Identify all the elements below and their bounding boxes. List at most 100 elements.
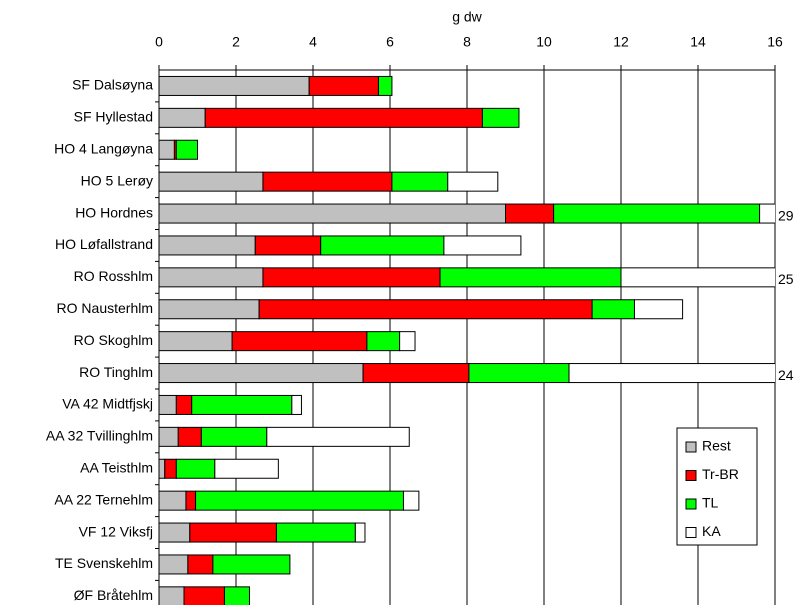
bar-segment (377, 75, 393, 96)
bar-segment (159, 458, 166, 479)
bar-segment (159, 267, 264, 288)
bar-segment (183, 586, 225, 605)
bar-segment (275, 522, 356, 543)
legend-swatch (685, 441, 697, 453)
bar-segment (159, 586, 185, 605)
bar-segment (620, 267, 775, 288)
legend-label: KA (702, 523, 721, 539)
y-tick-label: HO 4 Langøyna (54, 140, 153, 156)
x-axis-label: g dw (452, 9, 482, 25)
bar-segment (402, 490, 420, 511)
bar-segment (159, 235, 256, 256)
bar-segment (159, 203, 506, 224)
legend-swatch (685, 470, 697, 481)
y-tick-label: HO Hordnes (75, 204, 153, 220)
bar-segment (481, 107, 520, 128)
bar-segment (262, 171, 393, 192)
legend-swatch (685, 498, 697, 510)
x-tick-label: 12 (613, 34, 629, 50)
bar-segment (258, 299, 593, 320)
bar-segment (159, 426, 179, 447)
bar-segment (159, 139, 175, 160)
bar-segment (159, 331, 233, 352)
bar-segment (185, 490, 197, 511)
bar-segment (175, 394, 193, 415)
x-tick-label: 2 (232, 34, 240, 50)
bar-segment (159, 522, 191, 543)
bar-segment (159, 554, 189, 575)
bar-segment (366, 331, 401, 352)
bar-segment (159, 490, 187, 511)
bar-segment (159, 171, 264, 192)
x-tick-label: 14 (690, 34, 706, 50)
x-tick-label: 0 (155, 34, 163, 50)
total-label: 25 (778, 271, 794, 287)
y-tick-label: TE Svenskehlm (55, 555, 153, 571)
bar-segment (223, 586, 250, 605)
bar-segment (200, 426, 268, 447)
bar-segment (159, 299, 260, 320)
y-tick-label: RO Skoghlm (74, 332, 153, 348)
legend: Rest Tr-BR TL KA (676, 427, 758, 546)
y-tick-label: AA 22 Ternehlm (54, 491, 153, 507)
bar-segment (177, 426, 202, 447)
bar-segment (399, 331, 416, 352)
x-tick-label: 4 (309, 34, 317, 50)
legend-label: TL (702, 495, 719, 511)
bar-segment (195, 490, 404, 511)
legend-label: Tr-BR (702, 466, 739, 482)
y-tick-label: HO Løfallstrand (55, 236, 153, 252)
bar-segment (439, 267, 622, 288)
bar-segment (231, 331, 368, 352)
y-tick-label: RO Rosshlm (74, 268, 153, 284)
bar-segment (553, 203, 761, 224)
bar-segment (262, 267, 441, 288)
bar-segment (189, 522, 277, 543)
bar-segment (159, 75, 310, 96)
bar-segment (362, 363, 470, 384)
y-tick-label: HO 5 Lerøy (81, 172, 153, 188)
total-label: 29 (778, 207, 794, 223)
bar-segment (391, 171, 449, 192)
y-tick-label: SF Dalsøyna (72, 77, 153, 93)
legend-swatch (685, 527, 697, 538)
bar-segment (468, 363, 570, 384)
y-tick-label: VF 12 Viksfj (79, 523, 153, 539)
bar-segment (759, 203, 775, 224)
y-tick-label: VA 42 Midtfjskj (62, 396, 153, 412)
bar-segment (354, 522, 366, 543)
y-tick-label: RO Nausterhlm (57, 300, 153, 316)
bar-segment (164, 458, 177, 479)
bar-segment (320, 235, 445, 256)
bar-segment (212, 554, 291, 575)
bar-segment (254, 235, 322, 256)
x-tick-label: 8 (463, 34, 471, 50)
bar-segment (308, 75, 379, 96)
bar-segment (191, 394, 293, 415)
total-label: 24 (778, 367, 794, 383)
y-tick-label: AA 32 Tvillinghlm (46, 428, 153, 444)
bar-segment (447, 171, 499, 192)
bar-segment (214, 458, 279, 479)
bar-segment (266, 426, 410, 447)
y-tick-label: SF Hyllestad (74, 109, 153, 125)
x-tick-label: 10 (536, 34, 552, 50)
bar-segment (187, 554, 214, 575)
bar-segment (291, 394, 302, 415)
bar-segment (204, 107, 483, 128)
bar-segment (159, 363, 364, 384)
y-tick-label: RO Tinghlm (79, 364, 153, 380)
bar-segment (633, 299, 684, 320)
y-tick-label: AA Teisthlm (80, 459, 153, 475)
bar-segment (443, 235, 522, 256)
bar-segment (591, 299, 635, 320)
bars (159, 75, 775, 605)
bar-segment (505, 203, 555, 224)
grid (158, 70, 776, 605)
bar-segment (159, 107, 206, 128)
y-tick-label: ØF Bråtehlm (74, 587, 153, 603)
bar-segment (568, 363, 775, 384)
bar-segment (175, 458, 216, 479)
